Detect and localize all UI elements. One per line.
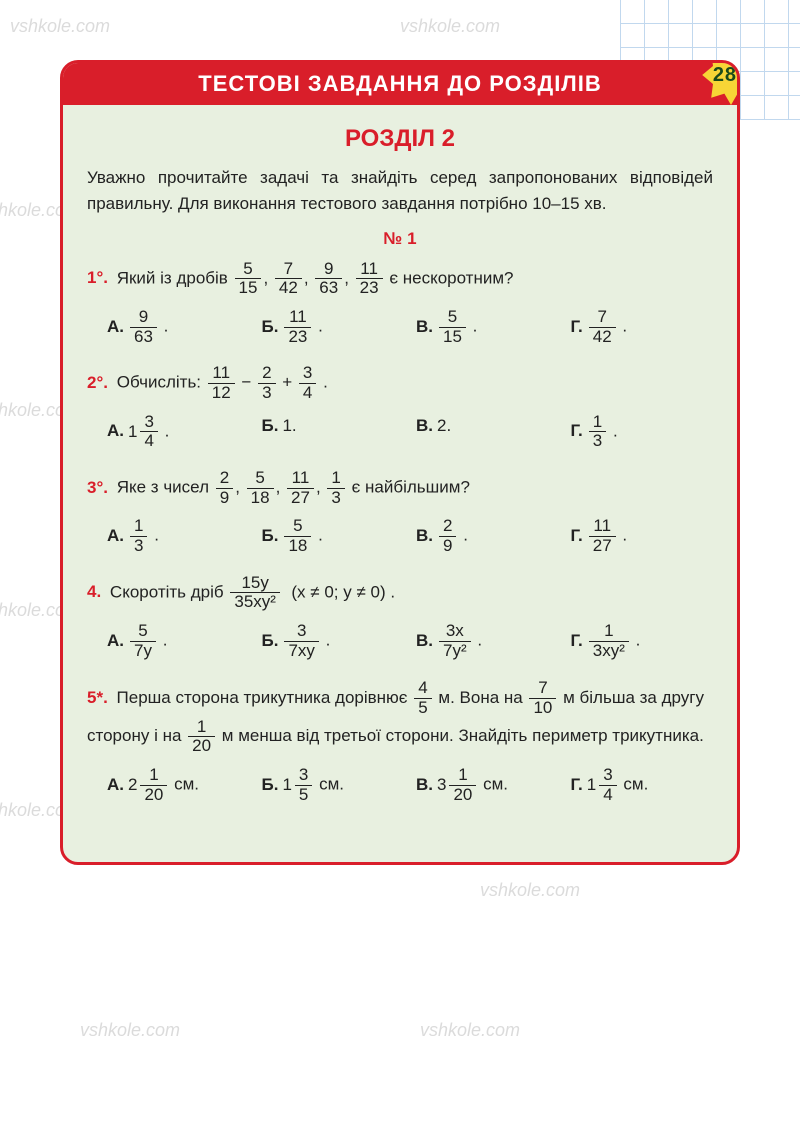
q2-ans-c: В.2.: [416, 413, 559, 451]
test-panel: ТЕСТОВІ ЗАВДАННЯ ДО РОЗДІЛІВ 281 РОЗДІЛ …: [60, 60, 740, 865]
q2-ans-b: Б.1.: [262, 413, 405, 451]
panel-header: ТЕСТОВІ ЗАВДАННЯ ДО РОЗДІЛІВ 281: [63, 63, 737, 105]
q4-cond: (x ≠ 0; y ≠ 0): [291, 582, 385, 601]
q3-ans-b: Б.518 .: [262, 517, 405, 555]
q2-answers: А.134 . Б.1. В.2. Г.13 .: [107, 413, 713, 451]
question-1: 1°. Який із дробів 515, 742, 963, 1123 є…: [87, 260, 713, 298]
q3-ans-d: Г.1127 .: [571, 517, 714, 555]
q2-text-a: Обчисліть:: [117, 373, 206, 392]
q5-text-b: м. Вона на: [438, 688, 527, 707]
q4-num: 4.: [87, 582, 101, 601]
watermark: vshkole.com: [420, 1020, 520, 1041]
question-4: 4. Скоротіть дріб 15y35xy² (x ≠ 0; y ≠ 0…: [87, 574, 713, 612]
q1-ans-b: Б.1123 .: [262, 308, 405, 346]
q5-text-a: Перша сторона трикутника дорівнює: [117, 688, 413, 707]
question-5: 5*. Перша сторона трикутника дорівнює 45…: [87, 679, 713, 756]
q2-ans-d: Г.13 .: [571, 413, 714, 451]
q1-num: 1°.: [87, 268, 108, 287]
q3-answers: А.13 . Б.518 . В.29 . Г.1127 .: [107, 517, 713, 555]
q4-ans-b: Б.37xy .: [262, 622, 405, 660]
watermark: vshkole.com: [80, 1020, 180, 1041]
q5-ans-c: В.3120 см.: [416, 766, 559, 804]
question-2: 2°. Обчисліть: 1112 − 23 + 34 .: [87, 364, 713, 402]
q4-text-a: Скоротіть дріб: [110, 582, 228, 601]
q3-ans-a: А.13 .: [107, 517, 250, 555]
section-title: РОЗДІЛ 2: [87, 121, 713, 157]
q5-ans-d: Г.134 см.: [571, 766, 714, 804]
watermark: vshkole.com: [10, 16, 110, 37]
q2-num: 2°.: [87, 373, 108, 392]
star-icon: 281: [701, 60, 740, 105]
header-title: ТЕСТОВІ ЗАВДАННЯ ДО РОЗДІЛІВ: [198, 71, 602, 96]
q1-ans-c: В.515 .: [416, 308, 559, 346]
frac: 963: [315, 260, 342, 298]
q5-text-d: м менша від третьої сторони. Знайдіть пе…: [222, 726, 704, 745]
frac: 515: [235, 260, 262, 298]
q1-text-a: Який із дробів: [117, 268, 233, 287]
q4-ans-d: Г.13xy² .: [571, 622, 714, 660]
q3-ans-c: В.29 .: [416, 517, 559, 555]
panel-content: РОЗДІЛ 2 Уважно прочитайте задачі та зна…: [63, 105, 737, 862]
q3-text-b: є найбільшим?: [352, 478, 470, 497]
q2-ans-a: А.134 .: [107, 413, 250, 451]
q5-answers: А.2120 см. Б.135 см. В.3120 см. Г.134 см…: [107, 766, 713, 804]
q5-ans-b: Б.135 см.: [262, 766, 405, 804]
q4-ans-a: А.57y .: [107, 622, 250, 660]
q5-num: 5*.: [87, 688, 108, 707]
q1-ans-a: А.963 .: [107, 308, 250, 346]
q1-ans-d: Г.742 .: [571, 308, 714, 346]
q5-ans-a: А.2120 см.: [107, 766, 250, 804]
frac: 742: [275, 260, 302, 298]
q3-num: 3°.: [87, 478, 108, 497]
frac: 1123: [356, 260, 383, 298]
intro-text: Уважно прочитайте задачі та знайдіть сер…: [87, 165, 713, 216]
q1-text-b: є нескоротним?: [389, 268, 513, 287]
watermark: vshkole.com: [480, 880, 580, 901]
q4-ans-c: В.3x7y² .: [416, 622, 559, 660]
q1-answers: А.963 . Б.1123 . В.515 . Г.742 .: [107, 308, 713, 346]
q4-answers: А.57y . Б.37xy . В.3x7y² . Г.13xy² .: [107, 622, 713, 660]
watermark: vshkole.com: [400, 16, 500, 37]
page-number: 281: [713, 64, 740, 87]
page-number-badge: 281: [701, 60, 740, 105]
q3-text-a: Яке з чисел: [117, 478, 214, 497]
test-number: № 1: [87, 226, 713, 252]
question-3: 3°. Яке з чисел 29, 518, 1127, 13 є найб…: [87, 469, 713, 507]
